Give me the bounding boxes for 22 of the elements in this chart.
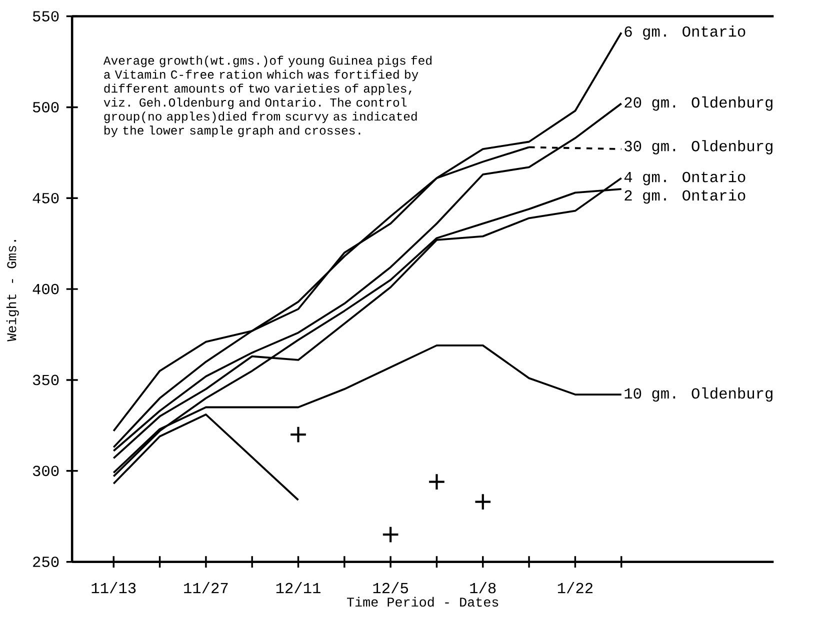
x-axis-title: Time Period - Dates	[346, 596, 498, 607]
x-tick-label: 12/5	[373, 582, 408, 594]
y-tick-label: 400	[32, 284, 59, 294]
series-label: 6 gm. Ontario	[624, 26, 746, 40]
y-tick-label: 500	[32, 102, 59, 112]
y-axis-title: Weight - Gms.	[6, 240, 19, 342]
x-tick-label: 12/11	[276, 582, 320, 594]
series-label: 20 gm. Oldenburg	[624, 96, 772, 111]
x-tick-label: 11/27	[184, 582, 228, 594]
y-tick-label: 300	[32, 466, 59, 476]
y-tick-label: 450	[32, 192, 59, 204]
series-label: 2 gm. Ontario	[624, 189, 746, 204]
y-tick-label: 350	[32, 374, 59, 386]
x-tick-label: 1/22	[558, 582, 592, 594]
annotation: Average growth(wt.gms.)of young Guinea pigs fed a Vitamin C-free ration which was fortified by different amounts of two varieties of apples, viz. Geh.Oldenburg and Ontario. The control group(no apples)died from scurvy as indicated by the lower sample graph and crosses.	[103, 56, 432, 138]
x-tick-label: 11/13	[92, 582, 136, 594]
series-label: 10 gm. Oldenburg	[624, 387, 772, 402]
text: 30 gm. Oldenburg	[624, 140, 772, 154]
x-tick-label: 1/8	[470, 582, 496, 594]
y-tick-label: 550	[32, 11, 59, 22]
y-tick-label: 250	[33, 556, 59, 568]
series-label: 4 gm. Ontario	[624, 171, 746, 186]
